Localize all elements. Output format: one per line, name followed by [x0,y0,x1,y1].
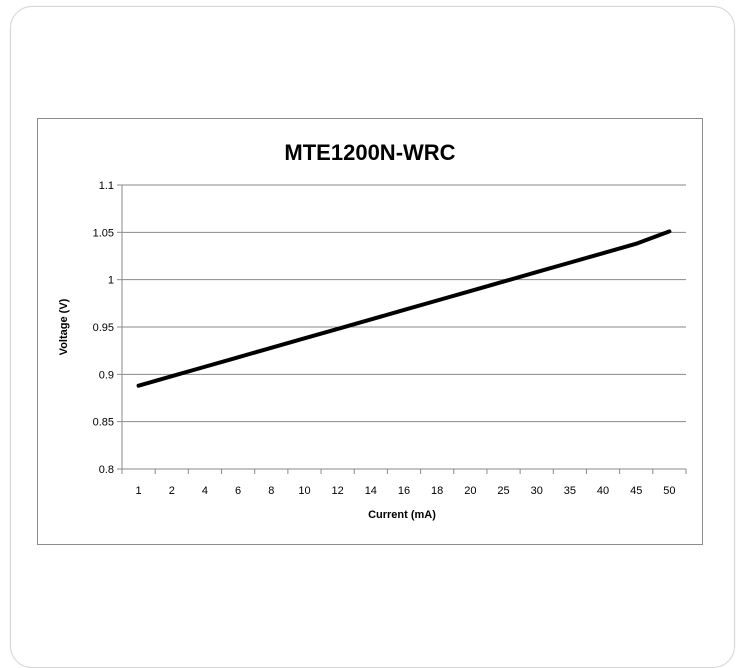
y-tick-label: 0.8 [99,464,114,476]
x-tick-label: 6 [235,485,241,497]
x-tick-label: 1 [136,485,142,497]
x-tick-label: 10 [298,485,310,497]
x-tick-label: 20 [464,485,476,497]
y-tick-label: 1.1 [99,180,114,192]
y-tick-label: 0.95 [93,322,114,334]
x-tick-label: 35 [564,485,576,497]
x-tick-label: 8 [268,485,274,497]
y-tick-label: 1.05 [93,227,114,239]
y-tick-labels: 0.8 0.85 0.9 0.95 1 1.05 1.1 [93,180,114,476]
data-point [204,366,205,367]
x-tick-label: 14 [365,485,377,497]
series-line [136,229,672,388]
x-tick-label: 25 [497,485,509,497]
x-tick-label: 4 [202,485,208,497]
data-point [470,291,471,292]
data-point [238,357,239,358]
gridlines [122,184,686,423]
y-tick-label: 0.85 [93,417,114,429]
x-tick-label: 12 [332,485,344,497]
data-point [437,300,438,301]
x-tick-labels: 1 2 4 6 8 10 12 14 16 18 20 25 30 35 40 45 50 [136,485,676,497]
data-point [669,231,670,232]
data-point [536,272,537,273]
chart-area [37,118,703,545]
x-tick-label: 18 [431,485,443,497]
data-point [138,385,139,386]
data-point [503,281,504,282]
data-point [370,319,371,320]
data-point [636,243,637,244]
x-tick-label: 16 [398,485,410,497]
x-tick-label: 50 [663,485,675,497]
data-point [304,338,305,339]
x-axis-title: Current (mA) [368,509,436,521]
x-tick-label: 2 [169,485,175,497]
data-point [171,376,172,377]
data-point [337,328,338,329]
y-tick-label: 1 [108,275,114,287]
axes [117,184,687,474]
data-point [603,253,604,254]
chart-title: MTE1200N-WRC [284,140,455,165]
data-point [404,309,405,310]
series [136,229,672,388]
x-tick-label: 30 [531,485,543,497]
data-point [569,262,570,263]
x-tick-label: 45 [630,485,642,497]
data-point [271,347,272,348]
y-tick-label: 0.9 [99,369,114,381]
y-axis-title: Voltage (V) [58,298,70,355]
x-tick-label: 40 [597,485,609,497]
